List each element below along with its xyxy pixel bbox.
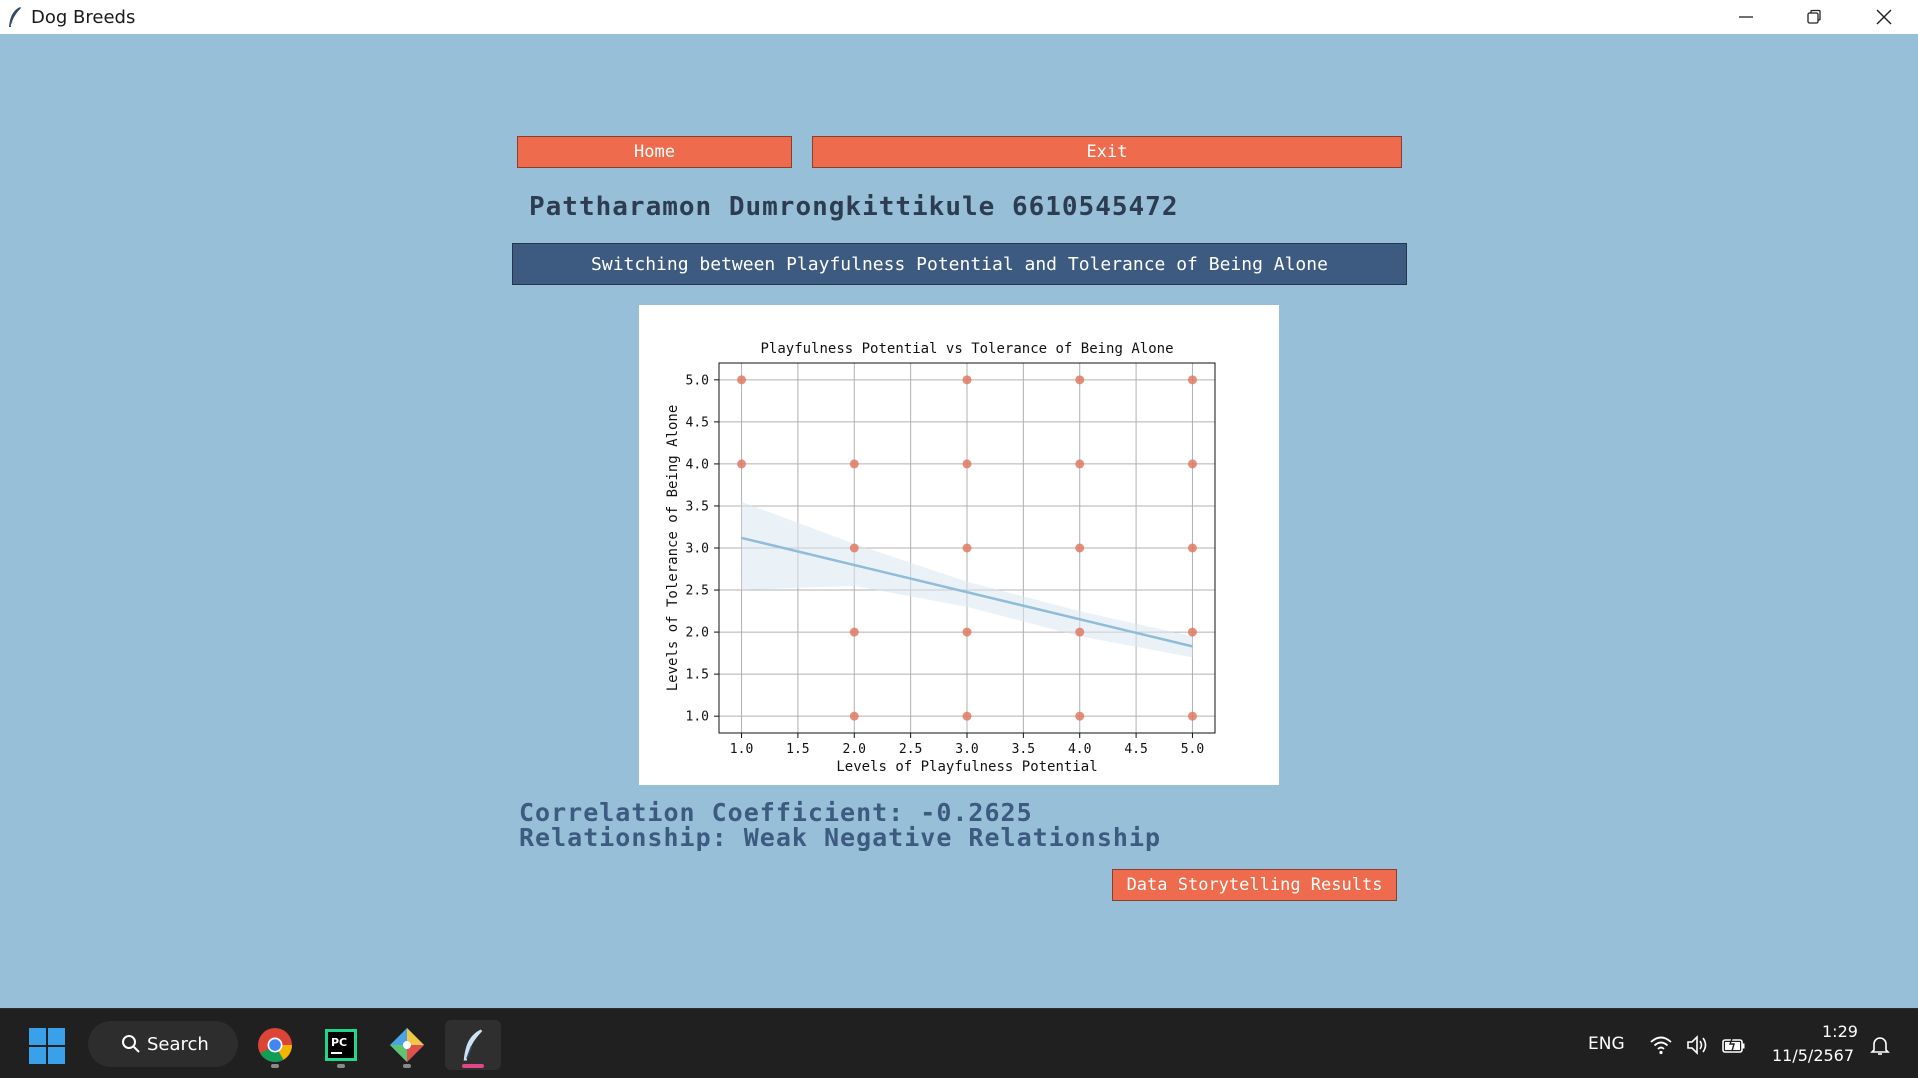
taskbar-app-git[interactable] [379,1020,435,1070]
scatter-point [849,543,859,553]
scatter-point [962,375,972,385]
restore-icon [1807,9,1821,24]
volume-icon[interactable] [1685,1033,1709,1057]
x-tick-label: 1.5 [786,742,809,757]
x-tick-label: 2.5 [899,742,922,757]
y-tick-label: 4.0 [686,457,709,472]
wifi-icon[interactable] [1649,1033,1673,1057]
language-indicator[interactable]: ENG [1588,1034,1625,1054]
scatter-point [1075,627,1085,637]
close-button[interactable] [1850,0,1918,34]
scatter-point [1187,711,1197,721]
scatter-point [1075,543,1085,553]
y-tick-label: 3.5 [686,499,709,514]
scatter-chart-svg: 1.0 1.5 2.0 2.5 3.0 3.5 4.0 4.5 5.0 1.0 1.5 2.0 2.5 3… [665,341,1216,775]
taskbar: Search PC [0,1008,1918,1078]
scatter-point [962,459,972,469]
scatter-point [962,627,972,637]
correlation-coefficient-label: Correlation Coefficient: -0.2625 [519,798,1033,827]
bell-icon[interactable] [1868,1033,1892,1057]
switch-chart-button[interactable]: Switching between Playfulness Potential … [512,243,1407,285]
home-button[interactable]: Home [517,136,792,168]
chart-title: Playfulness Potential vs Tolerance of Be… [760,341,1173,357]
svg-text:PC: PC [331,1036,347,1049]
search-icon [122,1035,140,1053]
taskbar-app-chrome[interactable] [247,1020,303,1070]
taskbar-search[interactable]: Search [88,1021,238,1067]
scatter-point [849,711,859,721]
data-storytelling-button[interactable]: Data Storytelling Results [1112,869,1397,901]
clock-time[interactable]: 1:29 [1822,1022,1858,1041]
x-axis-label: Levels of Playfulness Potential [836,759,1097,775]
clock-date[interactable]: 11/5/2567 [1772,1046,1855,1065]
taskbar-app-pycharm[interactable]: PC [313,1020,369,1070]
scatter-point [1075,711,1085,721]
x-tick-label: 3.5 [1012,742,1035,757]
y-tick-label: 4.5 [686,415,709,430]
x-tick-label: 3.0 [955,742,978,757]
scatter-point [737,375,747,385]
search-label: Search [147,1033,209,1055]
scatter-point [962,711,972,721]
x-tick-label: 2.0 [843,742,866,757]
scatter-point [1187,459,1197,469]
scatter-point [1187,543,1197,553]
regression-line [741,536,1193,648]
scatter-point [849,627,859,637]
running-indicator [337,1064,345,1068]
running-indicator [403,1064,411,1068]
window-titlebar: Dog Breeds [0,0,1918,34]
y-axis-label: Levels of Tolerance of Being Alone [665,405,681,692]
scatter-point [737,459,747,469]
y-tick-label: 1.5 [686,668,709,683]
battery-icon[interactable] [1722,1033,1746,1057]
minimize-icon [1739,16,1753,18]
x-tick-label: 5.0 [1181,742,1204,757]
scatter-point [1187,375,1197,385]
windows-start-icon[interactable] [29,1028,65,1064]
feather-icon [463,1029,483,1061]
x-tick-label: 4.5 [1124,742,1147,757]
active-indicator [462,1064,484,1068]
scatter-point [1187,627,1197,637]
taskbar-app-python[interactable] [445,1020,501,1070]
scatter-chart: 1.0 1.5 2.0 2.5 3.0 3.5 4.0 4.5 5.0 1.0 1.5 2.0 2.5 3… [639,305,1279,785]
pycharm-icon: PC [325,1029,357,1061]
window-title: Dog Breeds [31,7,136,28]
feather-icon [9,7,21,27]
x-tick-label: 1.0 [730,742,753,757]
y-tick-label: 2.0 [686,626,709,641]
x-tick-label: 4.0 [1068,742,1091,757]
scatter-point [849,459,859,469]
chrome-icon [258,1028,292,1062]
restore-button[interactable] [1780,0,1848,34]
y-tick-label: 5.0 [686,373,709,388]
close-icon [1876,9,1892,25]
relationship-label: Relationship: Weak Negative Relationship [519,823,1162,852]
running-indicator [271,1064,279,1068]
y-tick-label: 1.0 [686,710,709,725]
minimize-button[interactable] [1712,0,1780,34]
git-icon [390,1028,424,1062]
scatter-point [962,543,972,553]
student-name-label: Pattharamon Dumrongkittikule 6610545472 [529,192,1179,222]
y-tick-label: 2.5 [686,584,709,599]
exit-button[interactable]: Exit [812,136,1402,168]
results-text: Correlation Coefficient: -0.2625 Relatio… [519,800,1161,850]
y-tick-label: 3.0 [686,542,709,557]
scatter-point [1075,375,1085,385]
scatter-point [1075,459,1085,469]
